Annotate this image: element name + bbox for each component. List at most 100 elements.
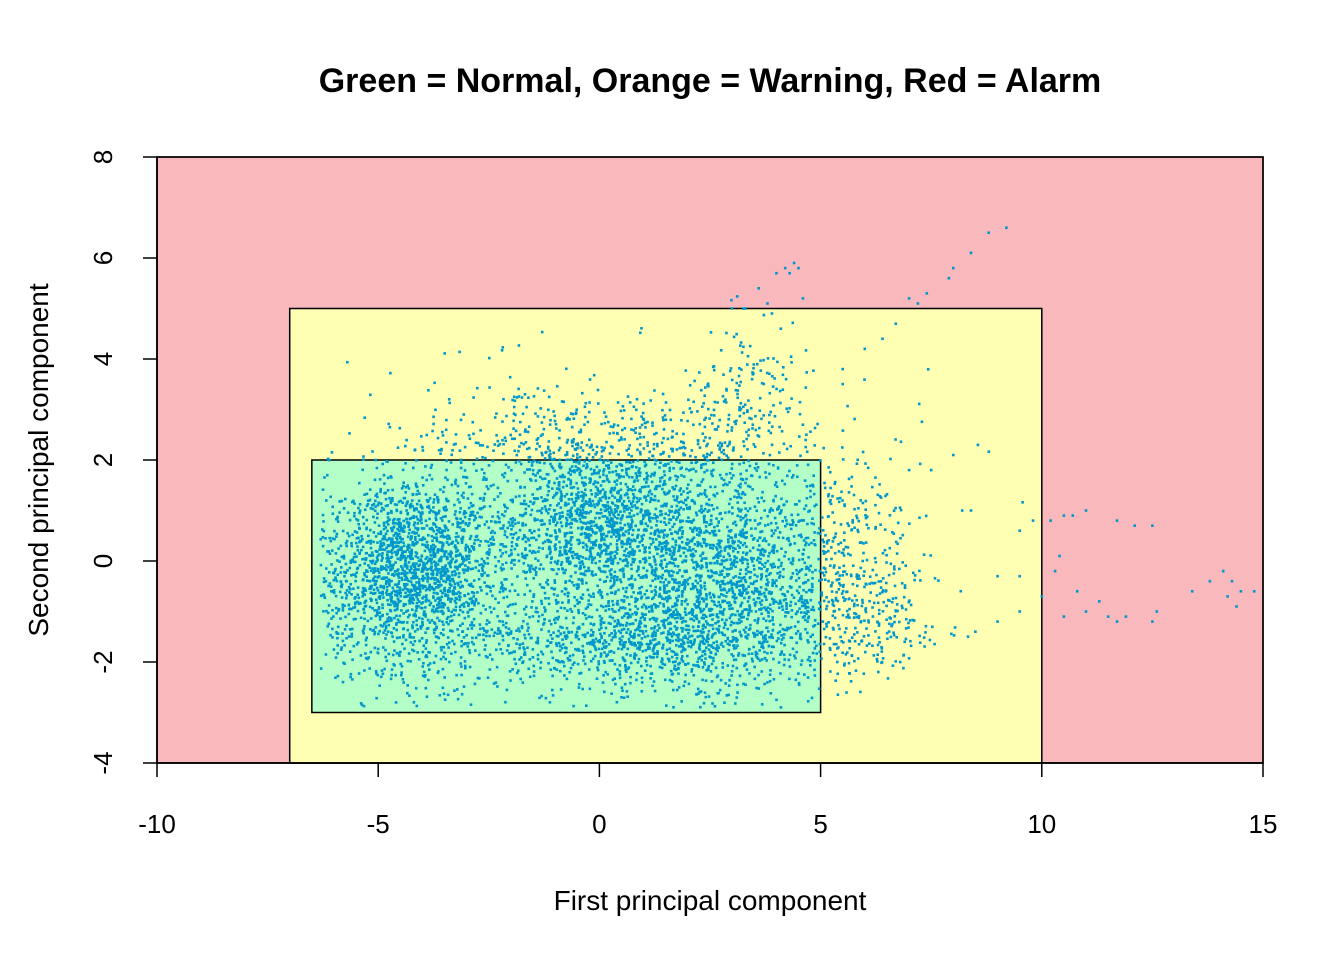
data-point — [369, 627, 372, 631]
data-point — [786, 590, 789, 593]
data-point — [334, 676, 337, 679]
data-point — [723, 633, 727, 637]
data-point — [613, 625, 616, 628]
data-point — [673, 564, 677, 568]
data-point — [380, 506, 384, 510]
data-point — [576, 538, 579, 542]
data-point — [586, 521, 589, 524]
data-point — [748, 604, 751, 607]
data-point — [536, 487, 539, 491]
data-point — [649, 496, 653, 500]
data-point — [763, 509, 766, 512]
data-point — [439, 488, 442, 491]
data-point — [665, 502, 668, 506]
data-point — [712, 641, 715, 645]
data-point — [568, 531, 572, 534]
data-point — [370, 586, 373, 589]
data-point — [577, 557, 581, 561]
data-point — [574, 553, 578, 556]
data-point — [504, 621, 508, 625]
data-point — [445, 576, 449, 580]
data-point — [643, 635, 647, 639]
data-point — [502, 587, 505, 590]
data-point — [739, 558, 742, 562]
data-point — [726, 664, 730, 667]
data-point — [391, 522, 395, 525]
data-point — [696, 543, 700, 546]
data-point — [703, 581, 706, 585]
data-point — [456, 549, 460, 552]
data-point — [742, 558, 745, 561]
data-point — [703, 541, 706, 545]
data-point — [371, 554, 375, 557]
data-point — [758, 601, 762, 604]
data-point — [427, 664, 430, 667]
data-point — [538, 567, 541, 571]
data-point — [715, 579, 719, 583]
data-point — [429, 509, 433, 512]
data-point — [738, 592, 741, 596]
data-point — [332, 578, 336, 582]
data-point — [349, 582, 352, 586]
data-point — [436, 498, 439, 502]
data-point — [510, 567, 513, 570]
data-point — [695, 529, 699, 532]
data-point — [368, 498, 372, 502]
data-point — [336, 515, 339, 519]
data-point — [565, 521, 568, 525]
data-point — [332, 589, 336, 592]
data-point — [595, 523, 598, 527]
data-point — [378, 629, 381, 633]
data-point — [553, 469, 557, 473]
data-point — [792, 596, 796, 599]
data-point — [454, 572, 458, 575]
data-point — [620, 628, 624, 632]
data-point — [565, 492, 569, 496]
data-point — [336, 520, 340, 523]
data-point — [402, 524, 406, 528]
data-point — [425, 568, 429, 572]
data-point — [734, 547, 737, 551]
data-point — [445, 567, 449, 571]
data-point — [425, 478, 428, 482]
data-point — [786, 474, 789, 478]
data-point — [811, 633, 814, 637]
data-point — [733, 540, 736, 544]
data-point — [408, 635, 412, 639]
data-point — [353, 514, 356, 518]
data-point — [525, 447, 529, 451]
data-point — [638, 474, 642, 477]
data-point — [647, 605, 651, 609]
data-point — [639, 560, 642, 564]
data-point — [575, 564, 578, 568]
data-point — [746, 558, 749, 562]
data-point — [620, 647, 624, 651]
data-point — [566, 509, 570, 513]
data-point — [773, 544, 776, 547]
data-point — [354, 541, 358, 545]
data-point — [523, 593, 526, 596]
data-point — [720, 517, 724, 521]
data-point — [524, 540, 528, 544]
data-point — [586, 588, 590, 592]
data-point — [725, 591, 729, 594]
data-point — [587, 511, 590, 515]
data-point — [376, 569, 380, 572]
data-point — [427, 650, 430, 654]
data-point — [805, 567, 808, 571]
data-point — [603, 538, 606, 542]
data-point — [635, 408, 638, 412]
data-point — [416, 527, 419, 530]
data-point — [665, 618, 668, 622]
data-point — [386, 598, 389, 602]
data-point — [762, 646, 765, 650]
data-point — [632, 538, 636, 541]
data-point — [483, 523, 487, 526]
data-point — [782, 568, 785, 571]
data-point — [432, 553, 435, 557]
data-point — [388, 616, 391, 619]
data-point — [809, 659, 812, 663]
data-point — [757, 501, 761, 504]
data-point — [730, 586, 734, 590]
data-point — [499, 543, 502, 546]
